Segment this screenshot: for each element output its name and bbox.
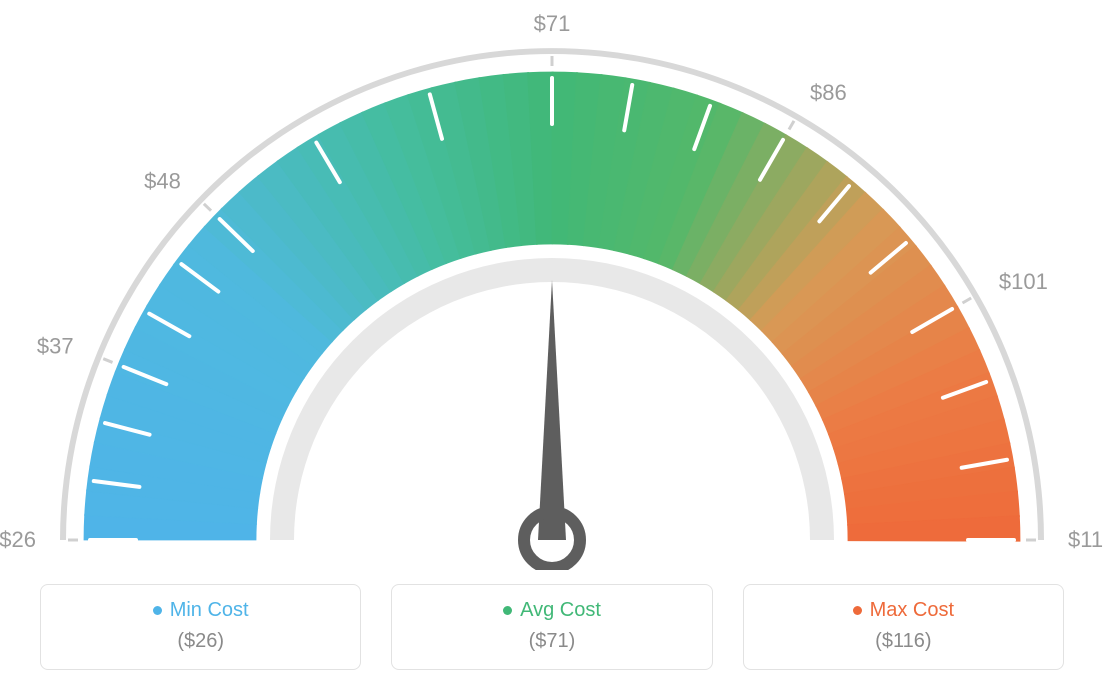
svg-text:$86: $86 — [810, 80, 847, 105]
chart-container: $26 $37 $48 $71 $86 $101 $116 Min Cost ($26) A… — [0, 0, 1104, 690]
legend-card-min: Min Cost ($26) — [40, 584, 361, 670]
legend-value-avg: ($71) — [402, 630, 701, 653]
legend-title-avg: Avg Cost — [402, 599, 701, 622]
legend-label: Max Cost — [870, 599, 954, 621]
legend-value-min: ($26) — [51, 630, 350, 653]
legend-card-max: Max Cost ($116) — [743, 584, 1064, 670]
svg-text:$48: $48 — [144, 169, 181, 194]
legend-row: Min Cost ($26) Avg Cost ($71) Max Cost (… — [40, 584, 1064, 670]
dot-icon — [853, 606, 862, 615]
legend-label: Min Cost — [170, 599, 249, 621]
svg-text:$101: $101 — [999, 269, 1048, 294]
gauge: $26 $37 $48 $71 $86 $101 $116 — [0, 0, 1104, 570]
legend-title-max: Max Cost — [754, 599, 1053, 622]
svg-text:$116: $116 — [1068, 527, 1104, 552]
dot-icon — [153, 606, 162, 615]
svg-text:$26: $26 — [0, 527, 36, 552]
legend-label: Avg Cost — [520, 599, 601, 621]
svg-text:$71: $71 — [534, 11, 571, 36]
legend-card-avg: Avg Cost ($71) — [391, 584, 712, 670]
dot-icon — [503, 606, 512, 615]
svg-text:$37: $37 — [37, 334, 74, 359]
legend-value-max: ($116) — [754, 630, 1053, 653]
legend-title-min: Min Cost — [51, 599, 350, 622]
